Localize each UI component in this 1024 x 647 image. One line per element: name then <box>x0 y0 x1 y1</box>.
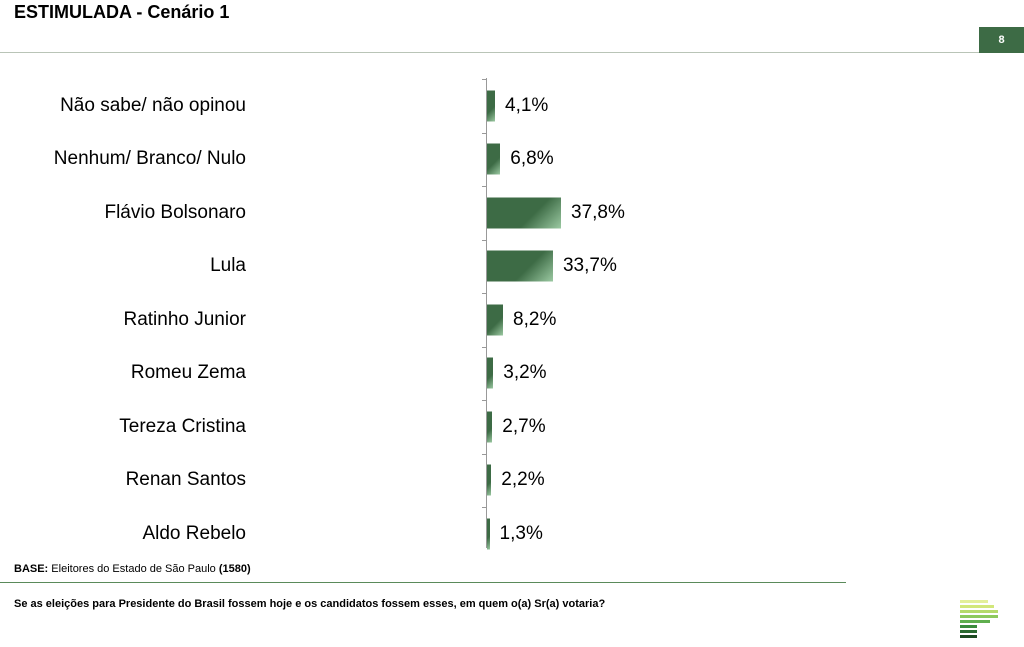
footer-divider <box>0 582 846 583</box>
category-label: Não sabe/ não opinou <box>60 94 246 116</box>
axis-tick <box>482 186 487 187</box>
survey-question: Se as eleições para Presidente do Brasil… <box>14 598 606 610</box>
category-label: Aldo Rebelo <box>142 522 246 544</box>
bar <box>487 357 494 389</box>
category-label: Romeu Zema <box>130 362 246 383</box>
value-label: 6,8% <box>510 148 554 169</box>
bar-row: Lula 33,7% <box>0 240 800 293</box>
bar-row: Não sabe/ não opinou 4,1% <box>0 79 800 132</box>
value-label: 8,2% <box>513 308 557 330</box>
header-divider <box>0 52 980 53</box>
bar <box>487 304 504 335</box>
value-label: 4,1% <box>505 94 549 116</box>
bar <box>487 518 490 549</box>
axis-tick <box>482 453 487 455</box>
category-label: Ratinho Junior <box>123 308 246 330</box>
axis-tick <box>482 400 487 401</box>
y-axis <box>486 78 487 548</box>
value-label: 37,8% <box>571 201 625 223</box>
category-label: Nenhum/ Branco/ Nulo <box>53 148 246 169</box>
bar-row: Aldo Rebelo 1,3% <box>0 507 800 560</box>
bar <box>487 143 501 175</box>
axis-tick <box>482 79 487 80</box>
bar-row: Renan Santos 2,2% <box>0 454 800 507</box>
page-number-badge: 8 <box>979 27 1024 53</box>
brand-logo-icon <box>960 600 1000 642</box>
bar-row: Ratinho Junior 8,2% <box>0 293 800 346</box>
axis-tick <box>482 346 487 348</box>
bar <box>487 464 492 496</box>
bar-row: Nenhum/ Branco/ Nulo 6,8% <box>0 133 800 186</box>
value-label: 33,7% <box>562 255 617 276</box>
value-label: 3,2% <box>503 362 547 383</box>
category-label: Renan Santos <box>125 469 246 490</box>
bar-row: Tereza Cristina 2,7% <box>0 400 800 453</box>
page-title: ESTIMULADA - Cenário 1 <box>14 2 230 22</box>
category-label: Lula <box>210 255 246 276</box>
axis-tick <box>482 239 487 241</box>
bar <box>487 90 496 121</box>
value-label: 2,7% <box>502 415 546 437</box>
bar-row: Flávio Bolsonaro 37,8% <box>0 186 800 239</box>
bar <box>487 197 561 228</box>
base-note: BASE: Eleitores do Estado de São Paulo (… <box>14 563 251 575</box>
bar <box>487 411 493 442</box>
axis-tick <box>482 132 487 134</box>
category-label: Flávio Bolsonaro <box>104 201 246 223</box>
bar-row: Romeu Zema 3,2% <box>0 347 800 400</box>
axis-tick <box>482 507 487 508</box>
category-label: Tereza Cristina <box>119 415 246 437</box>
bar <box>487 250 553 282</box>
value-label: 2,2% <box>501 469 545 490</box>
value-label: 1,3% <box>499 522 543 544</box>
axis-tick <box>482 293 487 294</box>
